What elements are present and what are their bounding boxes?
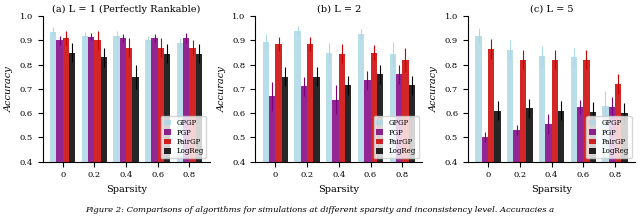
Bar	[82, 36, 88, 216]
Bar	[513, 130, 520, 216]
Legend: GPGP, PGP, PairGP, LogReg: GPGP, PGP, PairGP, LogReg	[161, 116, 206, 158]
Bar	[152, 38, 158, 216]
Bar	[63, 38, 69, 216]
Bar	[358, 34, 364, 216]
Bar	[56, 40, 63, 216]
Bar	[314, 77, 320, 216]
Bar	[145, 40, 152, 216]
Bar	[50, 32, 56, 216]
Bar	[621, 113, 628, 216]
Legend: GPGP, PGP, PairGP, LogReg: GPGP, PGP, PairGP, LogReg	[374, 116, 419, 158]
Bar	[263, 42, 269, 216]
Bar	[345, 85, 351, 216]
Bar	[275, 44, 282, 216]
Bar	[294, 31, 301, 216]
Bar	[95, 40, 100, 216]
X-axis label: Sparsity: Sparsity	[531, 185, 572, 194]
Bar	[539, 56, 545, 216]
Bar	[577, 107, 583, 216]
X-axis label: Sparsity: Sparsity	[106, 185, 147, 194]
Bar	[552, 60, 558, 216]
Bar	[100, 57, 107, 216]
Bar	[602, 106, 609, 216]
Bar	[615, 84, 621, 216]
Bar	[570, 57, 577, 216]
Bar	[333, 100, 339, 216]
Bar	[88, 37, 95, 216]
Bar	[558, 111, 564, 216]
Bar	[326, 52, 333, 216]
Title: (c) L = 5: (c) L = 5	[530, 5, 573, 14]
Bar	[164, 54, 170, 216]
Y-axis label: Accuracy: Accuracy	[5, 66, 14, 112]
Bar	[307, 44, 314, 216]
Bar	[526, 108, 532, 216]
Bar	[402, 60, 408, 216]
Legend: GPGP, PGP, PairGP, LogReg: GPGP, PGP, PairGP, LogReg	[586, 116, 632, 158]
Bar	[183, 38, 189, 216]
Text: Figure 2: Comparisons of algorithms for simulations at different sparsity and in: Figure 2: Comparisons of algorithms for …	[85, 206, 555, 214]
Bar	[158, 48, 164, 216]
Bar	[396, 74, 402, 216]
Bar	[371, 52, 377, 216]
Bar	[583, 60, 589, 216]
Bar	[482, 137, 488, 216]
Bar	[520, 60, 526, 216]
Bar	[507, 50, 513, 216]
X-axis label: Sparsity: Sparsity	[318, 185, 359, 194]
Bar	[126, 48, 132, 216]
Bar	[408, 85, 415, 216]
Bar	[390, 54, 396, 216]
Bar	[364, 80, 371, 216]
Bar	[545, 124, 552, 216]
Bar	[177, 43, 183, 216]
Bar	[301, 86, 307, 216]
Bar	[269, 96, 275, 216]
Bar	[69, 52, 76, 216]
Bar	[113, 36, 120, 216]
Title: (b) L = 2: (b) L = 2	[317, 5, 361, 14]
Y-axis label: Accuracy: Accuracy	[430, 66, 439, 112]
Title: (a) L = 1 (Perfectly Rankable): (a) L = 1 (Perfectly Rankable)	[52, 5, 200, 14]
Bar	[488, 49, 495, 216]
Bar	[476, 36, 482, 216]
Bar	[589, 112, 596, 216]
Bar	[339, 54, 345, 216]
Bar	[377, 74, 383, 216]
Bar	[495, 111, 501, 216]
Bar	[609, 107, 615, 216]
Bar	[120, 38, 126, 216]
Bar	[282, 77, 288, 216]
Bar	[189, 48, 196, 216]
Y-axis label: Accuracy: Accuracy	[218, 66, 227, 112]
Bar	[132, 77, 139, 216]
Bar	[196, 54, 202, 216]
